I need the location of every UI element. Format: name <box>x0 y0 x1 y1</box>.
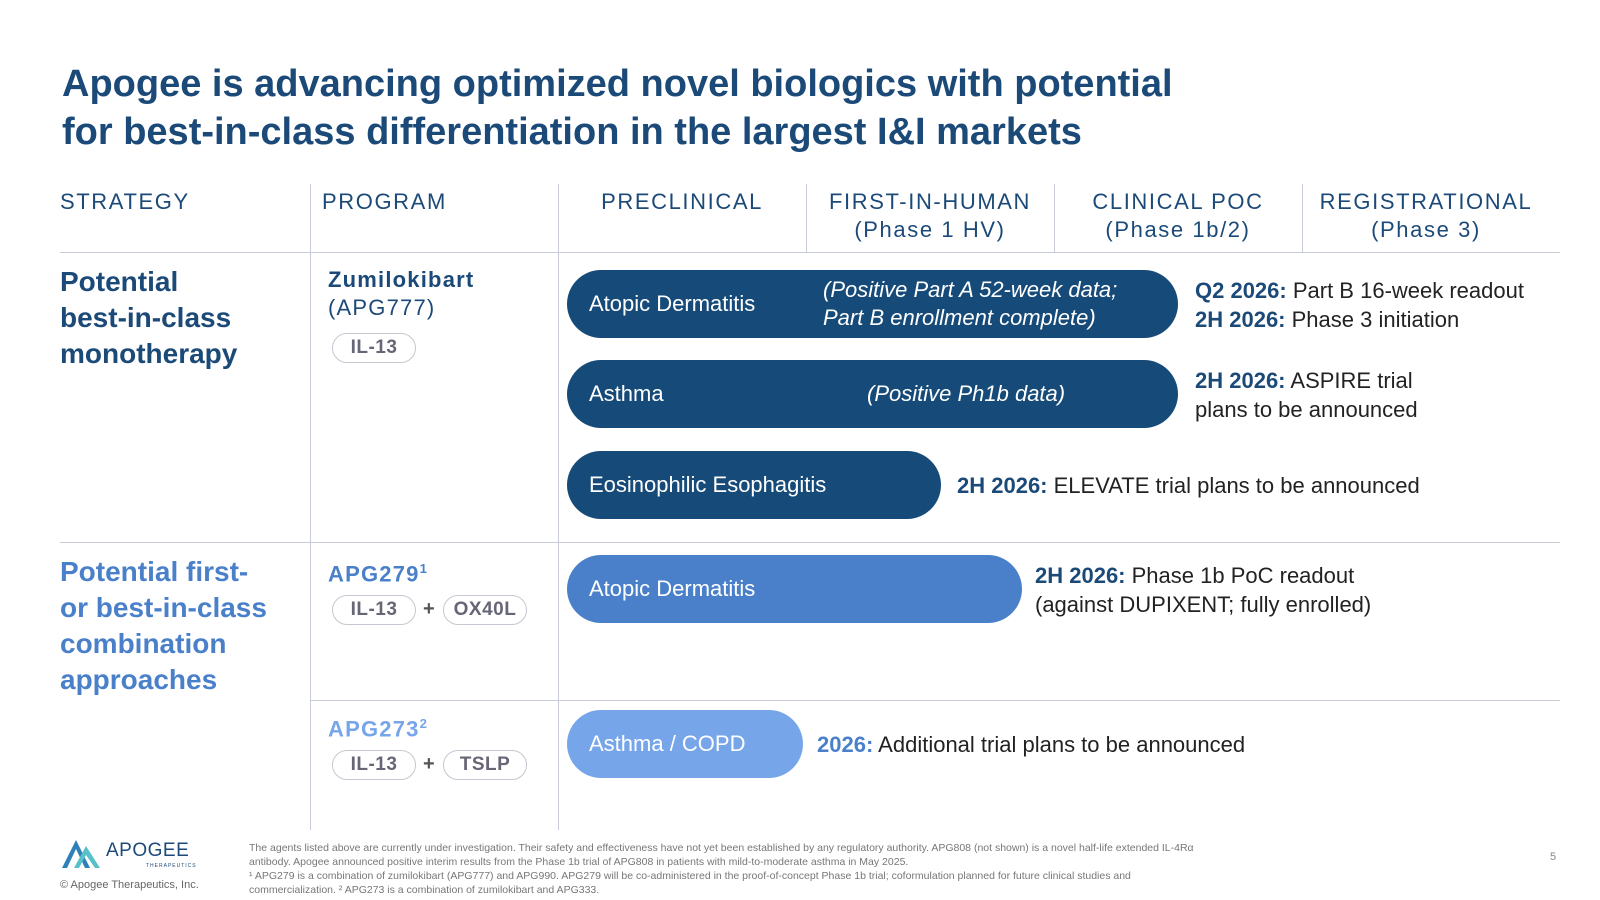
milestone-text: plans to be announced <box>1195 397 1418 422</box>
divider-program-phases <box>558 184 559 830</box>
col-header-clinical-poc-title: CLINICAL POC <box>1092 189 1264 214</box>
milestone-apg273-asthma-copd: 2026: Additional trial plans to be annou… <box>817 730 1245 759</box>
milestone-text: ELEVATE trial plans to be announced <box>1047 473 1420 498</box>
strategy-combo-line: or best-in-class <box>60 592 267 623</box>
bar-note-line-2: Part B enrollment complete) <box>823 305 1096 330</box>
col-header-preclinical: PRECLINICAL <box>601 189 763 214</box>
target-pill-ox40l: OX40L <box>443 595 527 625</box>
divider-header-3 <box>1302 184 1303 252</box>
plus-sign: + <box>423 598 435 620</box>
col-header-strategy: STRATEGY <box>60 189 190 214</box>
milestone-date: 2H 2026: <box>957 473 1048 498</box>
milestone-date: 2H 2026: <box>1195 307 1286 332</box>
header-rule <box>60 252 1560 253</box>
col-header-first-in-human-title: FIRST-IN-HUMAN <box>828 189 1032 214</box>
bar-note-line-1: (Positive Part A 52-week data; <box>823 277 1118 302</box>
pipeline-bar-apg273-asthma-copd: Asthma / COPD <box>567 710 803 778</box>
copyright: © Apogee Therapeutics, Inc. <box>60 879 199 891</box>
pipeline-bar-zumi-atopic-dermatitis: Atopic Dermatitis (Positive Part A 52-we… <box>567 270 1178 338</box>
col-header-first-in-human: FIRST-IN-HUMAN (Phase 1 HV) <box>806 188 1054 244</box>
milestone-text: ASPIRE trial <box>1285 368 1413 393</box>
divider-strategy-program <box>310 184 311 830</box>
page-number: 5 <box>1550 851 1557 863</box>
milestone-date: 2026: <box>817 732 874 757</box>
strategy-combo-line: approaches <box>60 664 218 695</box>
col-header-clinical-poc-sub: (Phase 1b/2) <box>1105 217 1251 242</box>
col-header-registrational-title: REGISTRATIONAL <box>1319 189 1533 214</box>
divider-header-2 <box>1054 184 1055 252</box>
milestone-zumi-atopic-dermatitis: Q2 2026: Part B 16-week readout 2H 2026:… <box>1195 276 1524 334</box>
logo-wordmark: APOGEE <box>106 840 190 861</box>
title-line-1: Apogee is advancing optimized novel biol… <box>62 63 1173 105</box>
program-rule <box>310 700 1560 701</box>
logo-subtext: THERAPEUTICS <box>146 863 197 869</box>
milestone-apg279-atopic-dermatitis: 2H 2026: Phase 1b PoC readout (against D… <box>1035 561 1371 619</box>
bar-label: Asthma <box>589 381 664 406</box>
program-apg273-name: APG2732 <box>328 710 428 743</box>
milestone-text: Part B 16-week readout <box>1286 278 1524 303</box>
strategy-mono-line: best-in-class <box>60 302 232 333</box>
milestone-zumi-eoe: 2H 2026: ELEVATE trial plans to be annou… <box>957 471 1420 500</box>
strategy-monotherapy: Potential best-in-class monotherapy <box>60 264 237 372</box>
bar-note: (Positive Ph1b data) <box>867 381 1066 406</box>
col-header-first-in-human-sub: (Phase 1 HV) <box>854 217 1006 242</box>
plus-sign: + <box>423 753 435 775</box>
apogee-logo: APOGEE THERAPEUTICS <box>60 834 210 870</box>
program-apg279-label: APG279 <box>328 561 420 587</box>
bar-note: (Positive Part A 52-week data; Part B en… <box>823 276 1117 332</box>
bar-label: Atopic Dermatitis <box>589 291 756 316</box>
milestone-text: (against DUPIXENT; fully enrolled) <box>1035 592 1372 617</box>
milestone-text: Phase 3 initiation <box>1285 307 1460 332</box>
footnote-marker: 1 <box>419 561 429 576</box>
strategy-mono-line: Potential <box>60 266 179 297</box>
pipeline-bar-zumi-eoe: Eosinophilic Esophagitis <box>567 451 941 519</box>
strategy-combo-line: combination <box>60 628 227 659</box>
col-header-registrational: REGISTRATIONAL (Phase 3) <box>1302 188 1550 244</box>
section-rule <box>60 542 1560 543</box>
pipeline-bar-apg279-atopic-dermatitis: Atopic Dermatitis <box>567 555 1022 623</box>
page-title: Apogee is advancing optimized novel biol… <box>62 60 1362 156</box>
milestone-date: Q2 2026: <box>1195 278 1287 303</box>
bar-label: Eosinophilic Esophagitis <box>589 472 827 497</box>
bar-label: Atopic Dermatitis <box>589 576 756 601</box>
milestone-date: 2H 2026: <box>1035 563 1126 588</box>
program-apg279-name: APG2791 <box>328 555 428 588</box>
milestone-text: Phase 1b PoC readout <box>1125 563 1355 588</box>
divider-header-1 <box>806 184 807 252</box>
strategy-combo-line: Potential first- <box>60 556 249 587</box>
program-zumilokibart-name: Zumilokibart <box>328 267 475 292</box>
target-pill-il13: IL-13 <box>332 333 416 363</box>
target-pill-tslp: TSLP <box>443 750 527 780</box>
col-header-clinical-poc: CLINICAL POC (Phase 1b/2) <box>1054 188 1302 244</box>
milestone-date: 2H 2026: <box>1195 368 1286 393</box>
milestone-text: Additional trial plans to be announced <box>873 732 1246 757</box>
strategy-combination: Potential first- or best-in-class combin… <box>60 554 267 698</box>
disclaimer-line: antibody. Apogee announced positive inte… <box>249 856 909 868</box>
program-zumilokibart-code: (APG777) <box>328 295 436 320</box>
disclaimer: The agents listed above are currently un… <box>249 841 1419 897</box>
target-pill-il13: IL-13 <box>332 750 416 780</box>
bar-label: Asthma / COPD <box>589 731 746 756</box>
apogee-logo-icon <box>62 840 100 868</box>
disclaimer-line: commercialization. ² APG273 is a combina… <box>249 884 600 896</box>
col-header-program: PROGRAM <box>322 189 447 214</box>
disclaimer-line: ¹ APG279 is a combination of zumilokibar… <box>249 870 1131 882</box>
footnote-marker: 2 <box>419 716 429 731</box>
pipeline-bar-zumi-asthma: Asthma (Positive Ph1b data) <box>567 360 1178 428</box>
disclaimer-line: The agents listed above are currently un… <box>249 842 1194 854</box>
target-pill-il13: IL-13 <box>332 595 416 625</box>
milestone-zumi-asthma: 2H 2026: ASPIRE trial plans to be announ… <box>1195 366 1418 424</box>
program-apg273-label: APG273 <box>328 716 420 742</box>
title-line-2: for best-in-class differentiation in the… <box>62 111 1082 153</box>
col-header-registrational-sub: (Phase 3) <box>1371 217 1481 242</box>
strategy-mono-line: monotherapy <box>60 338 238 369</box>
